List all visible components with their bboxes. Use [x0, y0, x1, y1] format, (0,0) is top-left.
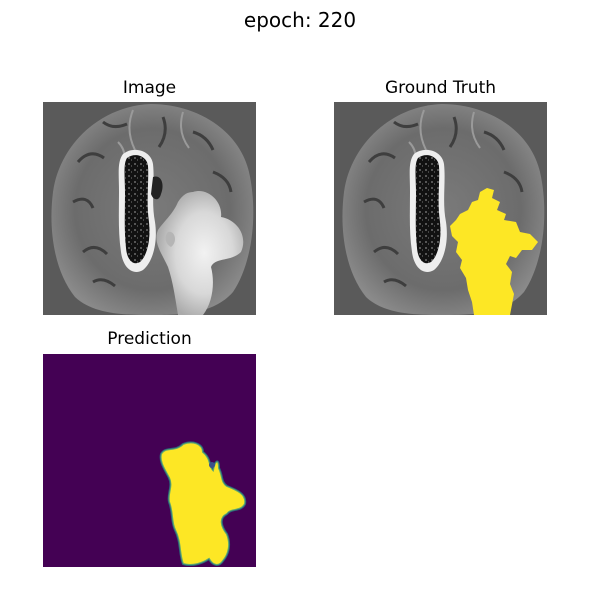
mri-image: [43, 102, 256, 315]
mri-image-panel: [43, 102, 256, 315]
prediction-mask: [43, 354, 256, 567]
ground-truth-panel: [334, 102, 547, 315]
image-panel-title: Image: [122, 78, 177, 98]
ground-truth-panel-title: Ground Truth: [384, 78, 497, 98]
prediction-panel-title: Prediction: [107, 329, 192, 349]
prediction-panel: [43, 354, 256, 567]
ground-truth-mask: [334, 102, 547, 315]
figure-title: epoch: 220: [243, 8, 357, 32]
